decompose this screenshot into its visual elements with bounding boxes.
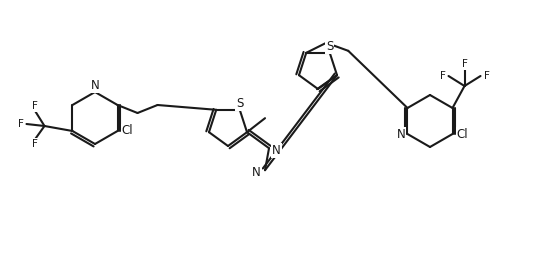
Text: F: F [461, 59, 468, 69]
Text: F: F [31, 139, 38, 149]
Text: N: N [252, 166, 261, 179]
Text: F: F [484, 71, 490, 81]
Text: Cl: Cl [121, 124, 133, 138]
Text: F: F [18, 119, 23, 129]
Text: F: F [439, 71, 445, 81]
Text: F: F [31, 101, 38, 111]
Text: N: N [397, 128, 406, 141]
Text: N: N [272, 144, 281, 157]
Text: N: N [91, 79, 99, 92]
Text: S: S [326, 40, 333, 53]
Text: Cl: Cl [457, 128, 468, 141]
Text: S: S [236, 97, 243, 110]
